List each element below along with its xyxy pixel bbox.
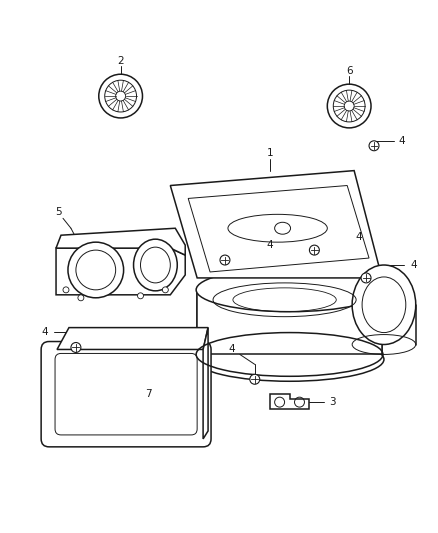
Text: 4: 4 — [266, 240, 273, 250]
Polygon shape — [56, 248, 185, 295]
Text: 6: 6 — [346, 66, 353, 76]
Circle shape — [361, 273, 371, 283]
Text: 7: 7 — [145, 389, 152, 399]
Circle shape — [369, 141, 379, 151]
Polygon shape — [203, 328, 208, 439]
Circle shape — [309, 245, 319, 255]
Ellipse shape — [196, 268, 383, 312]
Circle shape — [71, 343, 81, 352]
Polygon shape — [56, 228, 185, 255]
Circle shape — [162, 287, 168, 293]
Ellipse shape — [134, 239, 177, 291]
Polygon shape — [57, 328, 208, 350]
Polygon shape — [270, 394, 309, 409]
Text: 5: 5 — [55, 207, 61, 217]
Circle shape — [63, 287, 69, 293]
Circle shape — [78, 295, 84, 301]
Ellipse shape — [352, 265, 416, 344]
Text: 4: 4 — [410, 260, 417, 270]
Ellipse shape — [275, 222, 290, 234]
Text: 2: 2 — [117, 56, 124, 66]
Polygon shape — [197, 290, 382, 354]
Circle shape — [138, 293, 144, 299]
Text: 4: 4 — [399, 136, 405, 146]
FancyBboxPatch shape — [41, 342, 211, 447]
Text: 3: 3 — [329, 397, 336, 407]
Polygon shape — [170, 171, 382, 278]
Text: 4: 4 — [229, 344, 235, 354]
Circle shape — [250, 374, 260, 384]
Text: 4: 4 — [42, 327, 49, 336]
Ellipse shape — [68, 242, 124, 298]
Text: 1: 1 — [266, 148, 273, 158]
Circle shape — [220, 255, 230, 265]
Ellipse shape — [228, 214, 327, 242]
Ellipse shape — [195, 337, 384, 381]
Text: 4: 4 — [356, 232, 362, 242]
